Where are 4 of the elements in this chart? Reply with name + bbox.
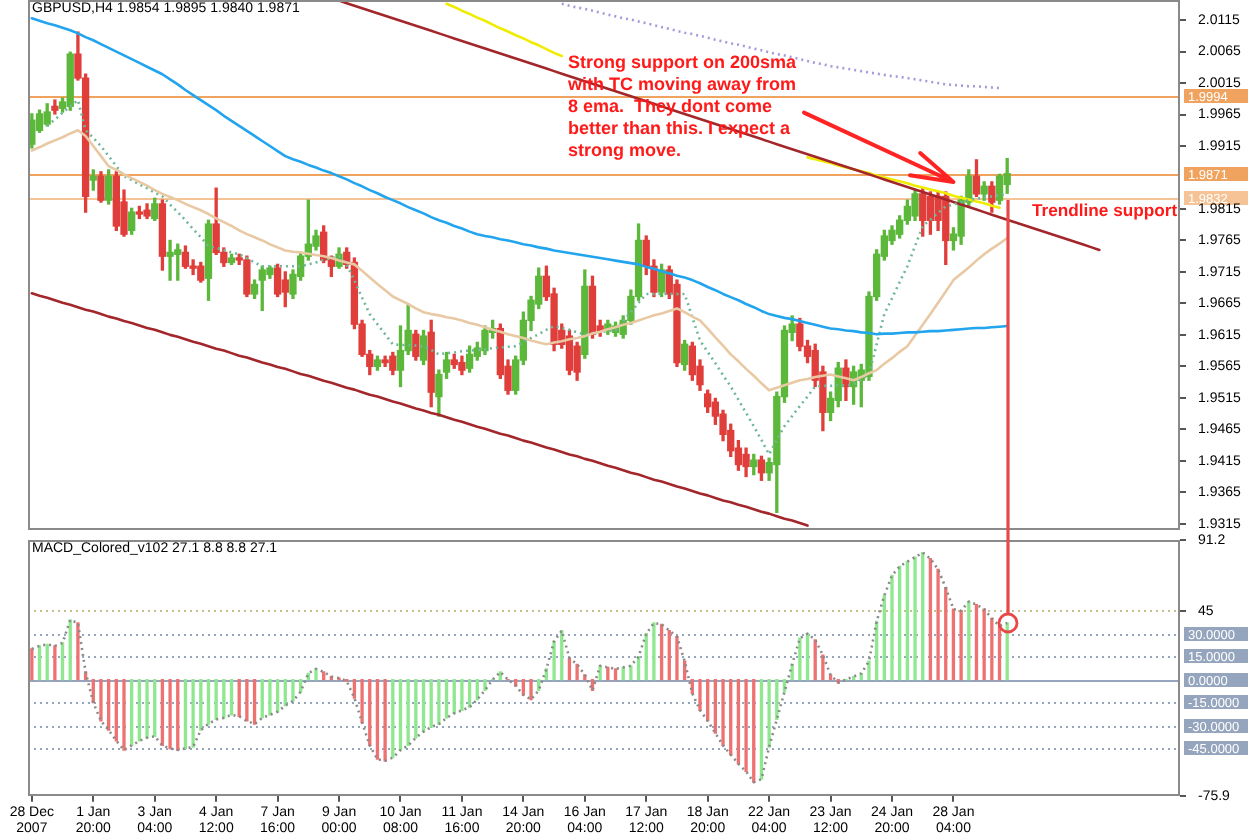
line-series (560, 2, 1001, 90)
annotation: Trendline support (1032, 200, 1178, 222)
candlestick (166, 239, 174, 281)
line-series (45, 98, 1009, 456)
